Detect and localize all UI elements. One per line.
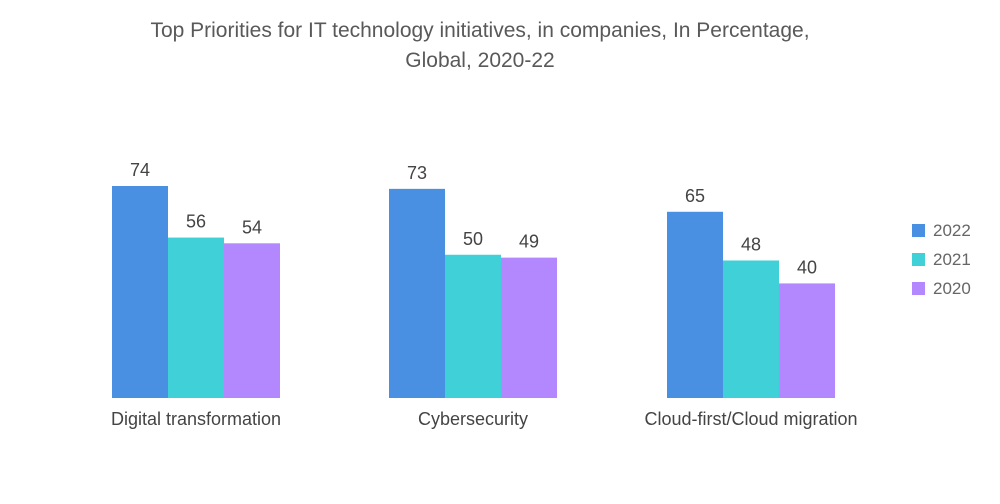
- bar-2020: [224, 243, 280, 398]
- data-label: 56: [186, 212, 206, 232]
- legend-item-2022: 2022: [912, 216, 971, 245]
- data-label: 40: [797, 257, 817, 277]
- data-label: 50: [463, 229, 483, 249]
- legend-label: 2021: [933, 249, 971, 269]
- data-label: 49: [519, 232, 539, 252]
- legend: 2022 2021 2020: [912, 216, 971, 303]
- data-label: 74: [130, 160, 150, 180]
- category-label: Digital transformation: [111, 409, 281, 429]
- legend-label: 2020: [933, 278, 971, 298]
- chart-title-line-1: Top Priorities for IT technology initiat…: [150, 19, 810, 42]
- legend-item-2021: 2021: [912, 245, 971, 274]
- category-label: Cybersecurity: [418, 409, 528, 429]
- bar-2022: [667, 211, 723, 398]
- data-label: 54: [242, 217, 262, 237]
- category-label: Cloud-first/Cloud migration: [644, 409, 857, 429]
- data-label: 73: [407, 163, 427, 183]
- legend-swatch: [912, 253, 925, 266]
- legend-swatch: [912, 224, 925, 237]
- chart-title: Top Priorities for IT technology initiat…: [0, 16, 960, 76]
- bar-2021: [168, 237, 224, 398]
- bar-2021: [445, 254, 501, 398]
- bar-2020: [501, 257, 557, 398]
- legend-item-2020: 2020: [912, 274, 971, 303]
- data-label: 48: [741, 234, 761, 254]
- data-label: 65: [685, 186, 705, 206]
- legend-label: 2022: [933, 220, 971, 240]
- bar-2021: [723, 260, 779, 398]
- bar-2022: [112, 186, 168, 398]
- legend-swatch: [912, 282, 925, 295]
- chart-title-line-2: Global, 2020-22: [405, 49, 555, 72]
- bar-2022: [389, 188, 445, 398]
- bar-2020: [779, 283, 835, 398]
